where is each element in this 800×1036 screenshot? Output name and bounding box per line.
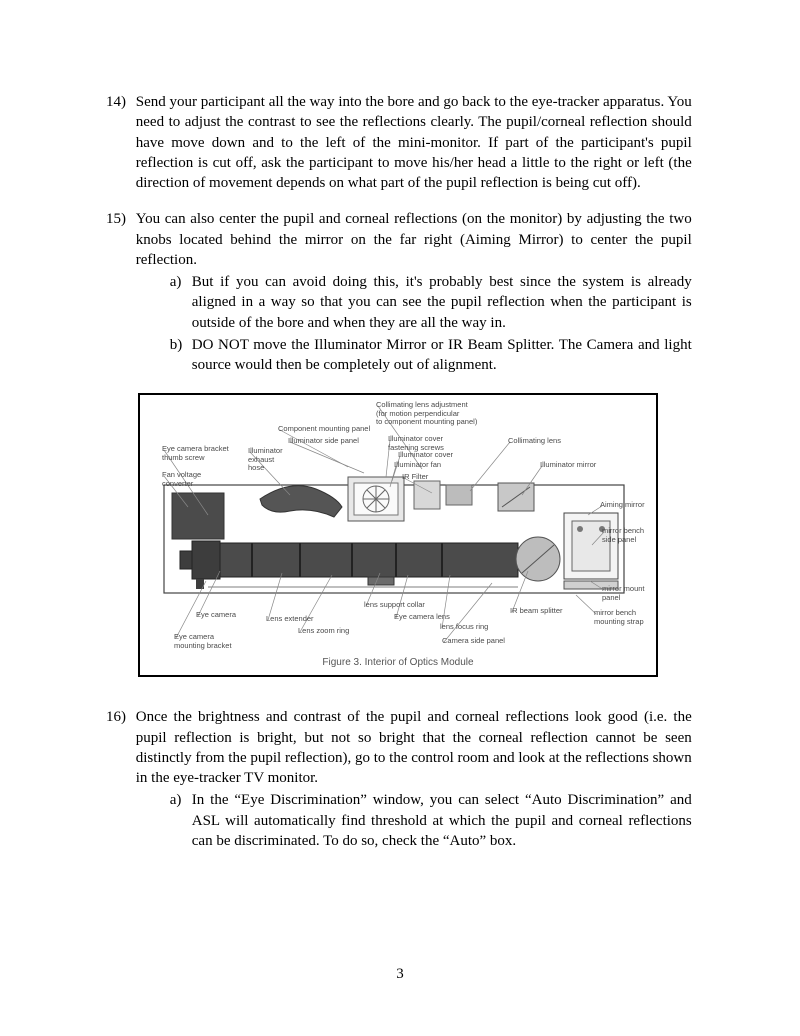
sub-item: a) But if you can avoid doing this, it's…: [170, 272, 692, 333]
item-body: You can also center the pupil and cornea…: [136, 209, 692, 377]
figure-optics-module: Figure 3. Interior of Optics Module Coll…: [138, 393, 694, 677]
diagram-label: Collimating lens adjustment(for motion p…: [376, 401, 477, 426]
item-number: 14): [106, 92, 132, 112]
diagram-label: IR Filter: [402, 473, 428, 481]
diagram-label: Eye cameramounting bracket: [174, 633, 232, 650]
diagram-label: mirror benchside panel: [602, 527, 644, 544]
item-text: You can also center the pupil and cornea…: [136, 211, 692, 268]
sub-letter: a): [170, 790, 192, 851]
diagram-canvas: Figure 3. Interior of Optics Module Coll…: [138, 393, 658, 677]
list-item-16: 16) Once the brightness and contrast of …: [106, 707, 694, 853]
sub-letter: a): [170, 272, 192, 333]
page-number: 3: [0, 964, 800, 984]
item-body: Send your participant all the way into t…: [136, 92, 692, 193]
sub-list: a) In the “Eye Discrimination” window, y…: [136, 790, 692, 851]
item-number: 15): [106, 209, 132, 229]
diagram-label: Illuminator mirror: [540, 461, 596, 469]
item-body: Once the brightness and contrast of the …: [136, 707, 692, 853]
sub-body: DO NOT move the Illuminator Mirror or IR…: [192, 335, 692, 376]
diagram-label: Component mounting panel: [278, 425, 370, 433]
diagram-label: Collimating lens: [508, 437, 561, 445]
diagram-label: Lens zoom ring: [298, 627, 349, 635]
diagram-label: Illuminatorexhausthose: [248, 447, 283, 472]
sub-item: b) DO NOT move the Illuminator Mirror or…: [170, 335, 692, 376]
sub-letter: b): [170, 335, 192, 376]
diagram-label: Aiming mirror: [600, 501, 645, 509]
sub-body: In the “Eye Discrimination” window, you …: [192, 790, 692, 851]
sub-body: But if you can avoid doing this, it's pr…: [192, 272, 692, 333]
diagram-label: Fan voltageconverter: [162, 471, 201, 488]
diagram-label: Eye camera bracketthumb screw: [162, 445, 229, 462]
diagram-label: IR beam splitter: [510, 607, 563, 615]
list-item-15: 15) You can also center the pupil and co…: [106, 209, 694, 377]
diagram-label: Illuminator cover: [398, 451, 453, 459]
diagram-label: Camera side panel: [442, 637, 505, 645]
figure-caption: Figure 3. Interior of Optics Module: [140, 656, 656, 670]
sub-list: a) But if you can avoid doing this, it's…: [136, 272, 692, 375]
diagram-label: lens focus ring: [440, 623, 488, 631]
list-item-14: 14) Send your participant all the way in…: [106, 92, 694, 193]
diagram-label: Eye camera lens: [394, 613, 450, 621]
sub-item: a) In the “Eye Discrimination” window, y…: [170, 790, 692, 851]
item-text: Once the brightness and contrast of the …: [136, 709, 692, 786]
diagram-label: mirror benchmounting strap: [594, 609, 644, 626]
diagram-label: Eye camera: [196, 611, 236, 619]
diagram-label: mirror mountpanel: [602, 585, 645, 602]
diagram-label: Lens extender: [266, 615, 314, 623]
item-number: 16): [106, 707, 132, 727]
diagram-label: Illuminator fan: [394, 461, 441, 469]
diagram-label: Illuminator side panel: [288, 437, 359, 445]
diagram-label: lens support collar: [364, 601, 425, 609]
